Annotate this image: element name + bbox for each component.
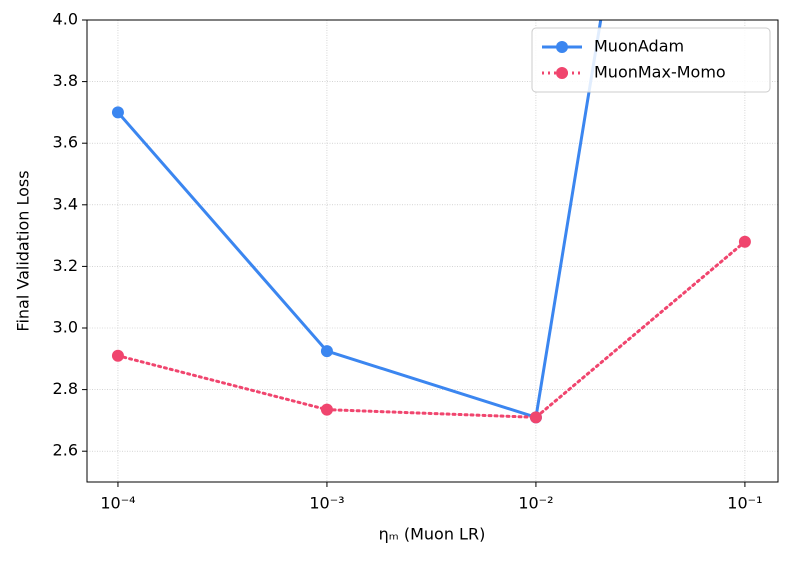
point xyxy=(111,106,124,119)
legend-marker xyxy=(556,41,568,53)
y-tick-label: 3.2 xyxy=(53,256,78,275)
x-tick-label: 10⁻¹ xyxy=(727,494,762,513)
y-axis-label: Final Validation Loss xyxy=(14,170,33,331)
series-line xyxy=(116,240,747,419)
y-tick-label: 3.0 xyxy=(53,318,78,337)
x-axis-label: ηₘ (Muon LR) xyxy=(379,525,486,544)
legend-label: MuonAdam xyxy=(594,37,684,56)
x-tick-label: 10⁻² xyxy=(518,494,553,513)
y-tick-label: 3.4 xyxy=(53,194,78,213)
plot-area xyxy=(111,20,751,424)
x-tick-label: 10⁻⁴ xyxy=(100,494,135,513)
point xyxy=(529,411,542,424)
y-tick-label: 3.6 xyxy=(53,133,78,152)
y-tick-label: 2.8 xyxy=(53,379,78,398)
point xyxy=(111,349,124,362)
y-tick-label: 2.6 xyxy=(53,441,78,460)
legend: MuonAdam MuonMax-Momo xyxy=(531,27,771,93)
plot-frame xyxy=(86,19,779,483)
x-tick-label: 10⁻³ xyxy=(309,494,344,513)
legend-marker xyxy=(556,67,568,79)
point xyxy=(320,403,333,416)
point xyxy=(738,235,751,248)
legend-box xyxy=(531,27,771,93)
y-tick-label: 3.8 xyxy=(53,71,78,90)
y-tick-label: 4.0 xyxy=(53,10,78,29)
point xyxy=(320,345,333,358)
legend-label: MuonMax-Momo xyxy=(594,63,726,82)
series-line xyxy=(116,20,603,420)
